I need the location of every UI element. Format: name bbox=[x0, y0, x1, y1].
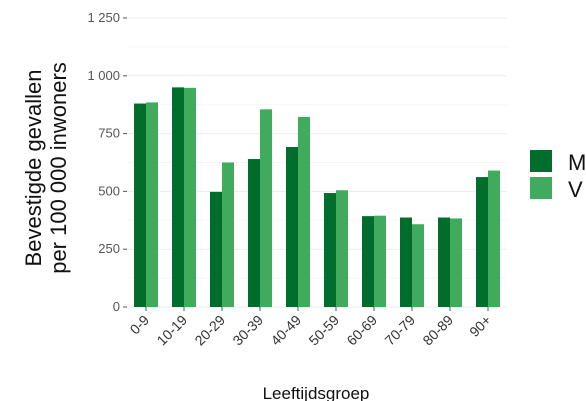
legend-label-m: M bbox=[568, 150, 586, 175]
bar-v-90+ bbox=[488, 170, 500, 307]
x-tick-label: 20-29 bbox=[191, 312, 228, 349]
bar-m-50-59 bbox=[324, 193, 336, 307]
x-tick-label: 80-89 bbox=[419, 312, 456, 349]
bar-v-60-69 bbox=[374, 215, 386, 307]
x-tick-label: 70-79 bbox=[381, 312, 418, 349]
bar-m-10-19 bbox=[172, 87, 184, 307]
bar-m-30-39 bbox=[248, 159, 260, 307]
y-tick-label: 0 bbox=[113, 299, 120, 314]
legend-label-v: V bbox=[568, 177, 583, 202]
y-tick-label: 500 bbox=[98, 183, 120, 198]
bar-v-20-29 bbox=[222, 162, 234, 307]
x-tick-label: 10-19 bbox=[153, 312, 190, 349]
y-axis-ticks: 0 250 500 750 1 000 1 250 bbox=[87, 10, 127, 314]
bar-m-60-69 bbox=[362, 216, 374, 307]
bar-v-0-9 bbox=[146, 102, 158, 307]
y-axis-title-line2: per 100 000 inwoners bbox=[46, 62, 71, 274]
legend: M V bbox=[530, 150, 586, 202]
bars bbox=[134, 87, 500, 307]
legend-swatch-m bbox=[530, 150, 552, 172]
bar-m-90+ bbox=[476, 177, 488, 307]
x-axis-title: Leeftijdsgroep bbox=[263, 384, 370, 401]
x-tick-label: 50-59 bbox=[305, 312, 342, 349]
bar-m-0-9 bbox=[134, 103, 146, 307]
bar-v-30-39 bbox=[260, 109, 272, 307]
x-tick-label: 0-9 bbox=[126, 312, 152, 338]
x-tick-label: 90+ bbox=[466, 312, 494, 340]
bar-v-70-79 bbox=[412, 224, 424, 307]
y-tick-label: 1 250 bbox=[87, 10, 120, 25]
bar-m-70-79 bbox=[400, 217, 412, 307]
x-tick-label: 60-69 bbox=[343, 312, 380, 349]
bar-v-10-19 bbox=[184, 87, 196, 307]
bar-v-80-89 bbox=[450, 218, 462, 307]
y-tick-label: 750 bbox=[98, 126, 120, 141]
y-axis-title-line1: Bevestigde gevallen bbox=[21, 70, 46, 267]
bar-m-20-29 bbox=[210, 191, 222, 307]
bar-v-40-49 bbox=[298, 116, 310, 307]
legend-swatch-v bbox=[530, 177, 552, 199]
bar-v-50-59 bbox=[336, 190, 348, 307]
x-axis-ticks: 0-9 10-19 20-29 30-39 40-49 50-59 60-69 70-79 80… bbox=[126, 307, 494, 348]
y-tick-label: 250 bbox=[98, 241, 120, 256]
bar-m-40-49 bbox=[286, 147, 298, 307]
x-tick-label: 40-49 bbox=[267, 312, 304, 349]
bar-m-80-89 bbox=[438, 217, 450, 307]
y-tick-label: 1 000 bbox=[87, 68, 120, 83]
x-tick-label: 30-39 bbox=[229, 312, 266, 349]
